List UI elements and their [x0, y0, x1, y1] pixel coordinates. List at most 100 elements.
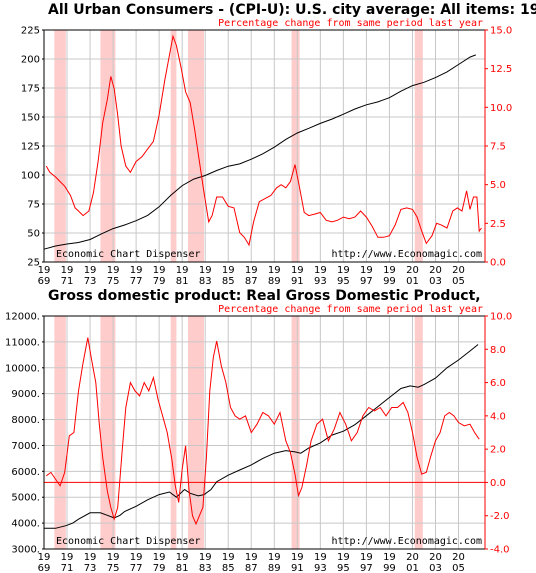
x-axis-year-label: 87: [245, 276, 258, 287]
x-axis-year-label: 05: [452, 563, 465, 573]
x-axis-year-label: 73: [84, 563, 97, 573]
x-axis-year-label: 03: [429, 276, 442, 287]
left-axis-tick-label: 4000.: [11, 519, 40, 530]
x-axis-year-label: 01: [406, 563, 419, 573]
left-axis-tick-label: 50: [27, 229, 40, 240]
right-axis-tick-label: -2.0: [490, 511, 510, 522]
x-axis-year-label: 69: [38, 563, 51, 573]
right-axis-tick-label: 10.0: [490, 312, 512, 323]
left-axis-tick-label: 175: [21, 84, 40, 95]
x-axis-year-label: 89: [268, 563, 281, 573]
recession-band: [54, 316, 66, 549]
x-axis-century-label: 20: [429, 552, 442, 563]
x-axis-century-label: 19: [268, 552, 281, 563]
x-axis-century-label: 19: [38, 552, 51, 563]
x-axis-century-label: 19: [130, 265, 143, 276]
gdp-chart-panel: 3000. 4000. 5000. 6000. 7000. 8000. 9000. 10000…: [5, 288, 512, 573]
x-axis-century-label: 19: [61, 552, 74, 563]
left-axis-tick-label: 12000.: [5, 312, 40, 323]
recession-band: [170, 316, 177, 549]
x-axis-year-label: 81: [176, 276, 189, 287]
x-axis-century-label: 19: [153, 265, 166, 276]
credit-right: http://www.Economagic.com: [331, 536, 482, 547]
left-axis-tick-label: 11000.: [5, 337, 40, 348]
x-axis-year-label: 03: [429, 563, 442, 573]
left-axis-tick-label: 9000.: [11, 389, 40, 400]
x-axis-year-label: 69: [38, 276, 51, 287]
x-axis-year-label: 95: [337, 563, 350, 573]
x-axis-year-label: 75: [107, 276, 120, 287]
x-axis-century-label: 20: [452, 552, 465, 563]
x-axis-century-label: 20: [406, 552, 419, 563]
x-axis-century-label: 19: [337, 265, 350, 276]
chart-subtitle: Percentage change from same period last …: [218, 304, 483, 315]
right-axis-tick-label: 4.0: [490, 411, 506, 422]
left-axis-tick-label: 75: [27, 200, 40, 211]
x-axis-year-label: 75: [107, 563, 120, 573]
level-series-line: [43, 54, 476, 250]
x-axis-year-label: 79: [153, 563, 166, 573]
chart-subtitle: Percentage change from same period last …: [218, 18, 483, 29]
left-axis-tick-label: 6000.: [11, 467, 40, 478]
x-axis-year-label: 01: [406, 276, 419, 287]
left-axis-tick-label: 3000.: [11, 545, 40, 556]
x-axis-century-label: 19: [360, 265, 373, 276]
x-axis-year-label: 91: [291, 276, 304, 287]
x-axis-century-label: 19: [38, 265, 51, 276]
x-axis-century-label: 19: [61, 265, 74, 276]
credit-right: http://www.Economagic.com: [331, 249, 482, 260]
recession-band: [187, 316, 205, 549]
right-axis-tick-label: 10.0: [490, 103, 512, 114]
x-axis-year-label: 71: [61, 563, 74, 573]
right-axis-tick-label: 0.0: [490, 478, 506, 489]
x-axis-year-label: 83: [199, 276, 212, 287]
x-axis-century-label: 19: [360, 552, 373, 563]
x-axis-year-label: 81: [176, 563, 189, 573]
pct-change-series-line: [45, 34, 482, 247]
x-axis-year-label: 83: [199, 563, 212, 573]
x-axis-century-label: 19: [383, 265, 396, 276]
x-axis-year-label: 99: [383, 276, 396, 287]
x-axis-century-label: 19: [337, 552, 350, 563]
pct-change-series-line: [46, 337, 480, 526]
right-axis-tick-label: 0.0: [490, 258, 506, 269]
x-axis-year-label: 95: [337, 276, 350, 287]
x-axis-century-label: 19: [314, 552, 327, 563]
x-axis-century-label: 19: [130, 552, 143, 563]
x-axis-year-label: 93: [314, 276, 327, 287]
x-axis-century-label: 19: [291, 265, 304, 276]
x-axis-year-label: 85: [222, 563, 235, 573]
x-axis-century-label: 19: [222, 265, 235, 276]
x-axis-year-label: 87: [245, 563, 258, 573]
recession-band: [414, 316, 423, 549]
x-axis-century-label: 19: [245, 552, 258, 563]
x-axis-year-label: 77: [130, 276, 143, 287]
left-axis-tick-label: 150: [21, 113, 40, 124]
x-axis-year-label: 97: [360, 276, 373, 287]
x-axis-century-label: 19: [107, 265, 120, 276]
left-axis-tick-label: 10000.: [5, 363, 40, 374]
x-axis-century-label: 19: [268, 265, 281, 276]
chart-title: Gross domestic product: Real Gross Domes…: [48, 288, 481, 304]
x-axis-year-label: 89: [268, 276, 281, 287]
right-axis-tick-label: 5.0: [490, 180, 506, 191]
x-axis-century-label: 19: [199, 265, 212, 276]
left-axis-tick-label: 200: [21, 55, 40, 66]
x-axis-century-label: 19: [245, 265, 258, 276]
x-axis-century-label: 20: [452, 265, 465, 276]
recession-band: [291, 316, 300, 549]
right-axis-tick-label: 8.0: [490, 345, 506, 356]
x-axis-year-label: 71: [61, 276, 74, 287]
x-axis-year-label: 99: [383, 563, 396, 573]
chart-title: All Urban Consumers - (CPI-U): U.S. city…: [48, 2, 536, 18]
left-axis-tick-label: 125: [21, 142, 40, 153]
x-axis-century-label: 19: [383, 552, 396, 563]
x-axis-century-label: 19: [84, 552, 97, 563]
left-axis-tick-label: 5000.: [11, 493, 40, 504]
x-axis-century-label: 19: [222, 552, 235, 563]
left-axis-tick-label: 25: [27, 258, 40, 269]
right-axis-tick-label: 6.0: [490, 378, 506, 389]
x-axis-year-label: 93: [314, 563, 327, 573]
x-axis-year-label: 73: [84, 276, 97, 287]
plot-area: [44, 316, 485, 549]
